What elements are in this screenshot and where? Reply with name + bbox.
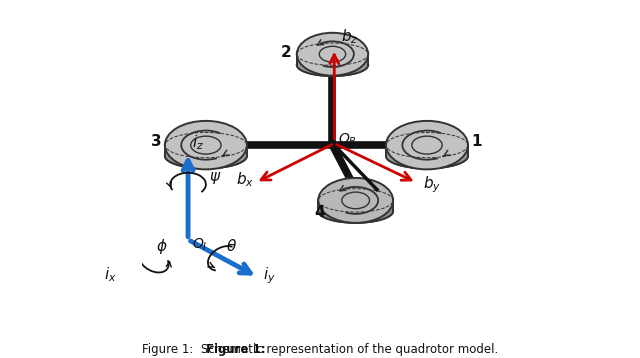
- Ellipse shape: [165, 143, 247, 168]
- Polygon shape: [386, 145, 468, 168]
- Text: $b_z$: $b_z$: [341, 28, 359, 47]
- Ellipse shape: [318, 199, 393, 223]
- Text: Figure 1:: Figure 1:: [205, 343, 266, 355]
- Text: $\theta$: $\theta$: [226, 237, 237, 253]
- Text: $i_x$: $i_x$: [104, 265, 116, 284]
- Ellipse shape: [165, 121, 247, 169]
- Text: $b_y$: $b_y$: [424, 174, 442, 195]
- Ellipse shape: [318, 178, 393, 223]
- Text: $\psi$: $\psi$: [209, 170, 221, 186]
- Ellipse shape: [386, 143, 468, 168]
- Text: $O_B$: $O_B$: [338, 131, 357, 148]
- Text: 3: 3: [150, 134, 161, 149]
- Text: $\phi$: $\phi$: [156, 237, 167, 256]
- Text: 4: 4: [315, 205, 325, 221]
- Text: $i_y$: $i_y$: [263, 265, 276, 286]
- Polygon shape: [165, 145, 247, 168]
- Text: 2: 2: [281, 45, 291, 60]
- Polygon shape: [318, 200, 393, 223]
- Ellipse shape: [297, 33, 368, 76]
- Text: $i_z$: $i_z$: [193, 134, 204, 152]
- Polygon shape: [297, 54, 368, 76]
- Text: Figure 1:  Schematic representation of the quadrotor model.: Figure 1: Schematic representation of th…: [142, 343, 498, 355]
- Text: $b_x$: $b_x$: [236, 170, 254, 189]
- Ellipse shape: [386, 121, 468, 169]
- Ellipse shape: [297, 54, 368, 76]
- Text: $O_I$: $O_I$: [193, 237, 208, 253]
- Text: 1: 1: [472, 134, 482, 149]
